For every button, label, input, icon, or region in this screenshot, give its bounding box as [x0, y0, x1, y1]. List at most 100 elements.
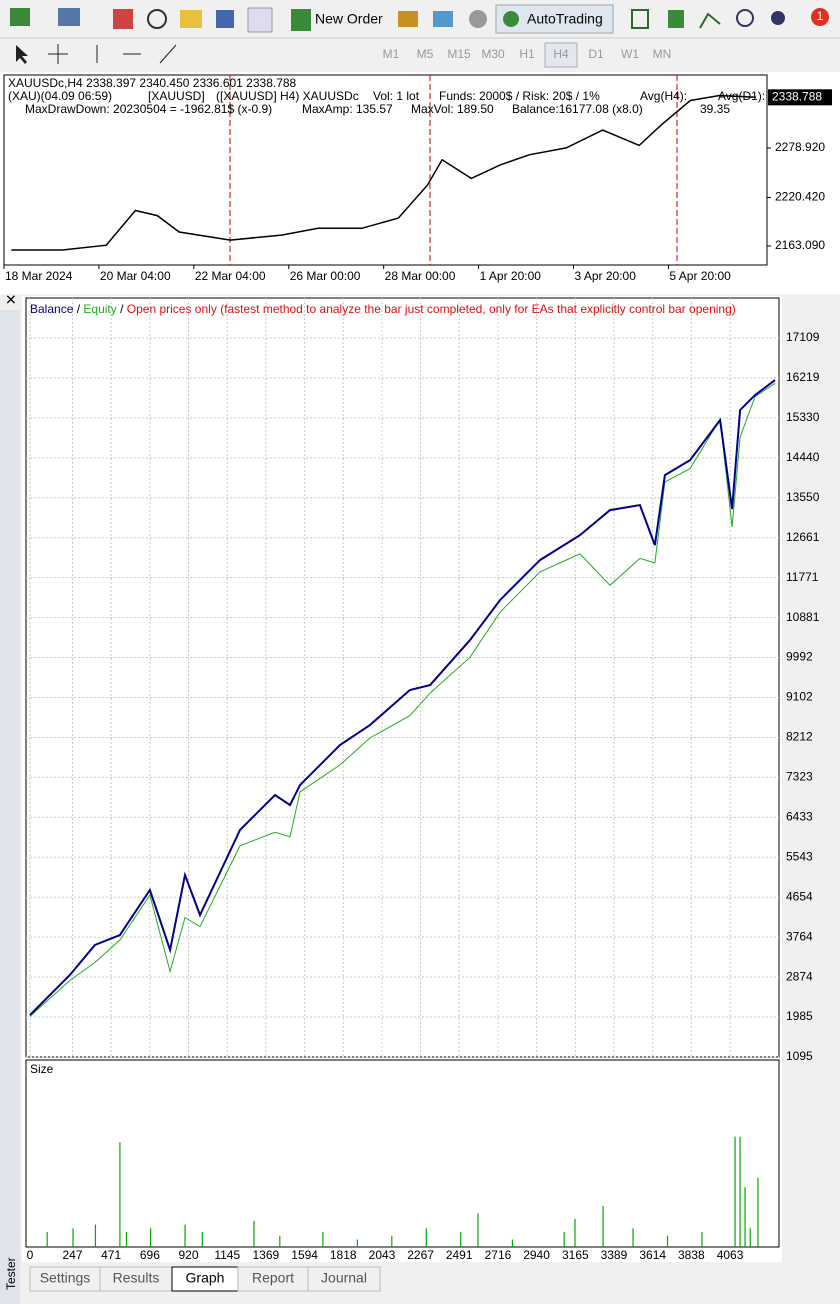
x-tick-label: 1369 — [253, 1248, 280, 1262]
x-tick-label: 22 Mar 04:00 — [195, 269, 266, 283]
y-tick-label: 2220.420 — [775, 190, 825, 204]
y-tick-label: 5543 — [786, 849, 813, 863]
legend-separator: / — [73, 302, 83, 316]
timeframe-active — [544, 42, 578, 68]
side-label[interactable]: Tester — [4, 1257, 18, 1290]
x-tick-label: 3838 — [678, 1248, 705, 1262]
icon — [503, 11, 519, 27]
header-text: XAUUSDc,H4 2338.397 2340.450 2336.601 23… — [8, 76, 297, 90]
timeframe[interactable]: D1 — [588, 47, 604, 61]
crosshair-tool[interactable] — [48, 44, 68, 64]
header-text: (XAU)(04.09 06:59) — [8, 89, 112, 103]
series-line — [29, 379, 776, 1016]
header-text: Balance:16177.08 (x8.0) — [512, 102, 643, 116]
series-line — [29, 382, 776, 1017]
trendline-tool[interactable] — [159, 44, 177, 64]
x-tick-label: 2716 — [485, 1248, 512, 1262]
size-plot — [25, 1059, 780, 1248]
tab[interactable] — [237, 1266, 309, 1292]
x-tick-label: 1594 — [291, 1248, 318, 1262]
current-price-box — [768, 89, 832, 106]
icon[interactable] — [469, 10, 487, 28]
timeframe[interactable]: M15 — [447, 47, 471, 61]
y-tick-label: 7323 — [786, 770, 813, 784]
icon[interactable] — [631, 9, 649, 29]
tab[interactable] — [29, 1266, 101, 1292]
tab-label[interactable]: Settings — [40, 1270, 91, 1286]
x-tick-label: 471 — [101, 1248, 121, 1262]
y-tick-label: 2163.090 — [775, 238, 825, 252]
series-line — [11, 94, 757, 251]
x-tick-label: 18 Mar 2024 — [5, 269, 73, 283]
timeframe[interactable]: M5 — [417, 47, 434, 61]
icon[interactable] — [113, 9, 133, 29]
new-order[interactable]: New Order — [315, 11, 383, 27]
x-tick-label: 247 — [63, 1248, 83, 1262]
cursor-tool[interactable] — [16, 45, 28, 64]
tab-label[interactable]: Report — [252, 1270, 294, 1286]
notification-count: 1 — [817, 9, 824, 23]
tab-label[interactable]: Journal — [321, 1270, 367, 1286]
icon[interactable] — [291, 9, 311, 31]
timeframe[interactable]: H4 — [553, 47, 569, 61]
notification-badge[interactable] — [811, 8, 829, 26]
timeframe[interactable]: M30 — [481, 47, 505, 61]
y-tick-label: 10881 — [786, 610, 820, 624]
timeframe[interactable]: W1 — [621, 47, 639, 61]
header-text: [XAUUSD] — [148, 89, 205, 103]
icon[interactable] — [398, 11, 418, 27]
icon[interactable] — [699, 12, 721, 29]
x-tick-label: 3 Apr 20:00 — [575, 269, 637, 283]
price-header: XAUUSDc,H4 2338.397 2340.450 2336.601 23… — [8, 76, 765, 116]
header-text: ([XAUUSD] H4) XAUUSDc — [216, 89, 359, 103]
x-tick-label: 2267 — [407, 1248, 434, 1262]
x-tick-label: 28 Mar 00:00 — [385, 269, 456, 283]
header-text: MaxVol: 189.50 — [411, 102, 494, 116]
y-tick-label: 8212 — [786, 730, 813, 744]
current-price: 2338.788 — [772, 90, 822, 104]
y-tick-label: 6433 — [786, 810, 813, 824]
timeframe[interactable]: M1 — [383, 47, 400, 61]
icon[interactable] — [668, 10, 684, 28]
x-tick-label: 1145 — [214, 1248, 240, 1262]
y-tick-label: 1985 — [786, 1009, 813, 1023]
y-tick-label: 15330 — [786, 410, 820, 424]
x-tick-label: 3389 — [601, 1248, 628, 1262]
y-tick-label: 4654 — [786, 889, 813, 903]
side-strip — [0, 310, 20, 1304]
icon[interactable] — [216, 10, 234, 28]
tab-label[interactable]: Results — [113, 1270, 160, 1286]
icon[interactable] — [247, 7, 273, 33]
panel-title: Size — [30, 1062, 54, 1076]
legend-separator: / — [117, 302, 127, 316]
timeframe[interactable]: MN — [653, 47, 672, 61]
icon[interactable] — [771, 11, 785, 25]
x-tick-label: 20 Mar 04:00 — [100, 269, 171, 283]
y-tick-label: 2278.920 — [775, 140, 825, 154]
tab-label[interactable]: Graph — [186, 1270, 225, 1286]
y-tick-label: 11771 — [786, 570, 819, 584]
x-tick-label: 3165 — [562, 1248, 589, 1262]
y-tick-label: 3764 — [786, 929, 813, 943]
y-tick-label: 13550 — [786, 490, 820, 504]
y-tick-label: 14440 — [786, 450, 820, 464]
tab[interactable] — [307, 1266, 381, 1292]
timeframe[interactable]: H1 — [519, 47, 535, 61]
autotrading[interactable]: AutoTrading — [527, 11, 603, 27]
header-text: MaxAmp: 135.57 — [302, 102, 393, 116]
close-button[interactable]: ✕ — [5, 292, 17, 308]
price-plot — [3, 74, 768, 266]
x-tick-label: 5 Apr 20:00 — [669, 269, 731, 283]
tab[interactable] — [171, 1266, 239, 1292]
y-tick-label: 17109 — [786, 330, 820, 344]
x-tick-label: 1 Apr 20:00 — [480, 269, 542, 283]
icon[interactable] — [10, 8, 30, 26]
x-tick-label: 3614 — [639, 1248, 666, 1262]
icon[interactable] — [58, 8, 80, 26]
icon[interactable] — [180, 10, 202, 28]
icon[interactable] — [433, 11, 453, 27]
x-tick-label: 26 Mar 00:00 — [290, 269, 361, 283]
icon[interactable] — [736, 9, 754, 27]
legend-entry: Equity — [83, 302, 116, 316]
icon[interactable] — [147, 9, 167, 29]
